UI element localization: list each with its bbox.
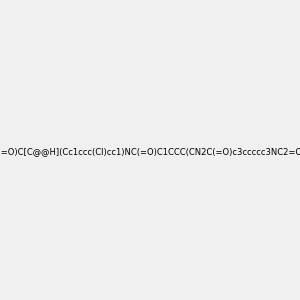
- Text: OC(=O)C[C@@H](Cc1ccc(Cl)cc1)NC(=O)C1CCC(CN2C(=O)c3ccccc3NC2=O)CC1: OC(=O)C[C@@H](Cc1ccc(Cl)cc1)NC(=O)C1CCC(…: [0, 147, 300, 156]
